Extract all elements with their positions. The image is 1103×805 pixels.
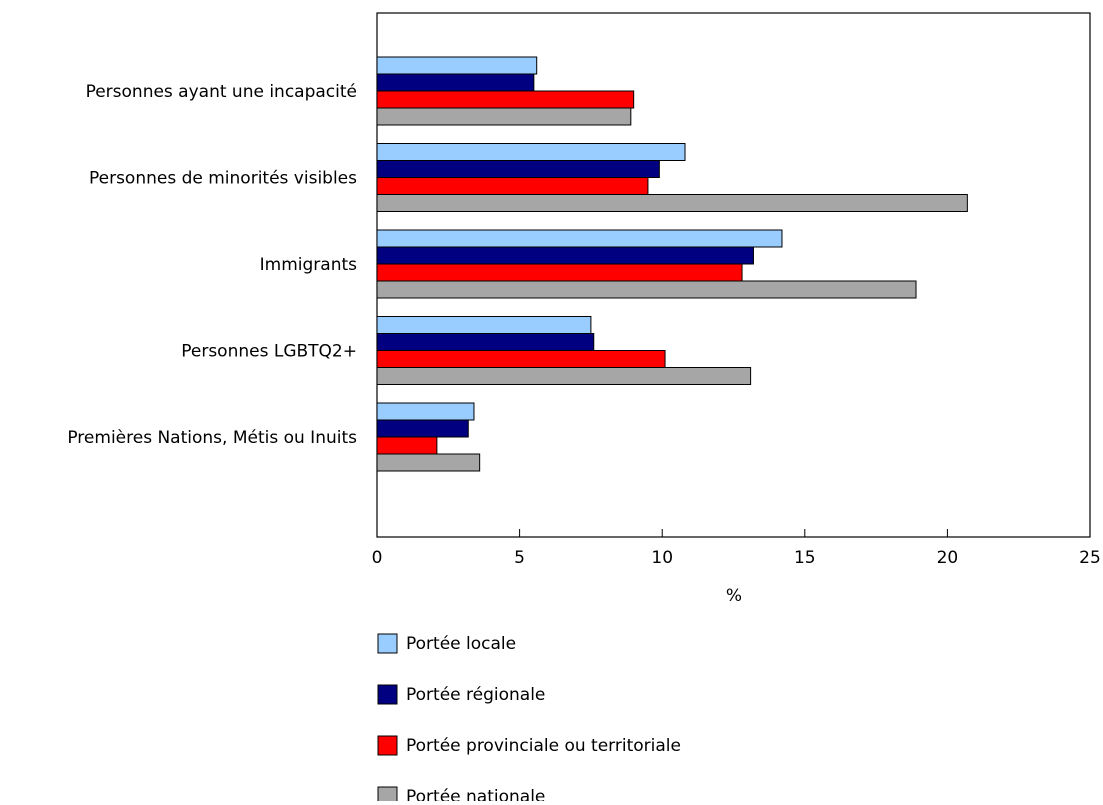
plot-area [376, 12, 1091, 538]
x-tick-label-20: 20 [937, 548, 959, 568]
bar-portee-provinciale-ou-territoriale-immigrants [376, 263, 743, 282]
category-label-premieres-nations-metis-ou-inuits: Premières Nations, Métis ou Inuits [67, 428, 357, 448]
x-axis-ticks: 0 5 10 15 20 25 [372, 529, 1101, 568]
bar-portee-nationale-immigrants [376, 280, 917, 299]
legend-label-portee-locale: Portée locale [406, 634, 516, 654]
bar-portee-locale-personnes-ayant-une-incapacite [376, 56, 538, 75]
legend: Portée locale Portée régionale Portée prov… [377, 633, 681, 805]
x-tick-label-10: 10 [651, 548, 673, 568]
legend-swatch-portee-provinciale-ou-territoriale [377, 735, 398, 756]
bar-portee-provinciale-ou-territoriale-personnes-ayant-une-incapacite [376, 90, 635, 109]
legend-label-portee-nationale: Portée nationale [406, 787, 545, 801]
bar-portee-regionale-immigrants [376, 246, 754, 265]
bar-portee-nationale-premieres-nations-metis-ou-inuits [376, 453, 481, 472]
bar-portee-regionale-personnes-ayant-une-incapacite [376, 73, 535, 92]
category-label-immigrants: Immigrants [260, 255, 357, 275]
category-label-personnes-ayant-une-incapacite: Personnes ayant une incapacité [86, 82, 357, 102]
category-label-personnes-lgbtq2: Personnes LGBTQ2+ [181, 342, 357, 362]
legend-label-portee-provinciale-ou-territoriale: Portée provinciale ou territoriale [406, 736, 681, 756]
bar-portee-nationale-personnes-ayant-une-incapacite [376, 107, 632, 126]
bar-portee-provinciale-ou-territoriale-premieres-nations-metis-ou-inuits [376, 436, 438, 455]
bar-portee-locale-premieres-nations-metis-ou-inuits [376, 402, 475, 421]
x-tick-label-0: 0 [372, 548, 383, 568]
legend-swatch-portee-nationale [377, 786, 398, 805]
x-tick-label-25: 25 [1079, 548, 1101, 568]
x-tick-label-5: 5 [514, 548, 525, 568]
x-tick-label-15: 15 [794, 548, 816, 568]
legend-label-portee-regionale: Portée régionale [406, 685, 545, 705]
bar-portee-provinciale-ou-territoriale-personnes-lgbtq2 [376, 350, 666, 368]
x-axis-label: % [726, 586, 742, 606]
category-labels: Personnes ayant une incapacité Personnes … [67, 82, 357, 448]
bar-portee-regionale-premieres-nations-metis-ou-inuits [376, 419, 469, 438]
legend-swatch-portee-locale [377, 633, 398, 654]
bar-portee-locale-immigrants [376, 229, 783, 248]
bar-portee-locale-personnes-lgbtq2 [376, 316, 592, 334]
category-label-personnes-de-minorites-visibles: Personnes de minorités visibles [89, 169, 357, 189]
bar-portee-regionale-personnes-de-minorites-visibles [376, 160, 660, 178]
bar-portee-nationale-personnes-lgbtq2 [376, 367, 752, 385]
bar-portee-provinciale-ou-territoriale-personnes-de-minorites-visibles [376, 177, 649, 195]
bar-portee-regionale-personnes-lgbtq2 [376, 333, 595, 351]
bar-portee-locale-personnes-de-minorites-visibles [376, 143, 686, 161]
bar-portee-nationale-personnes-de-minorites-visibles [376, 194, 968, 212]
legend-swatch-portee-regionale [377, 684, 398, 705]
